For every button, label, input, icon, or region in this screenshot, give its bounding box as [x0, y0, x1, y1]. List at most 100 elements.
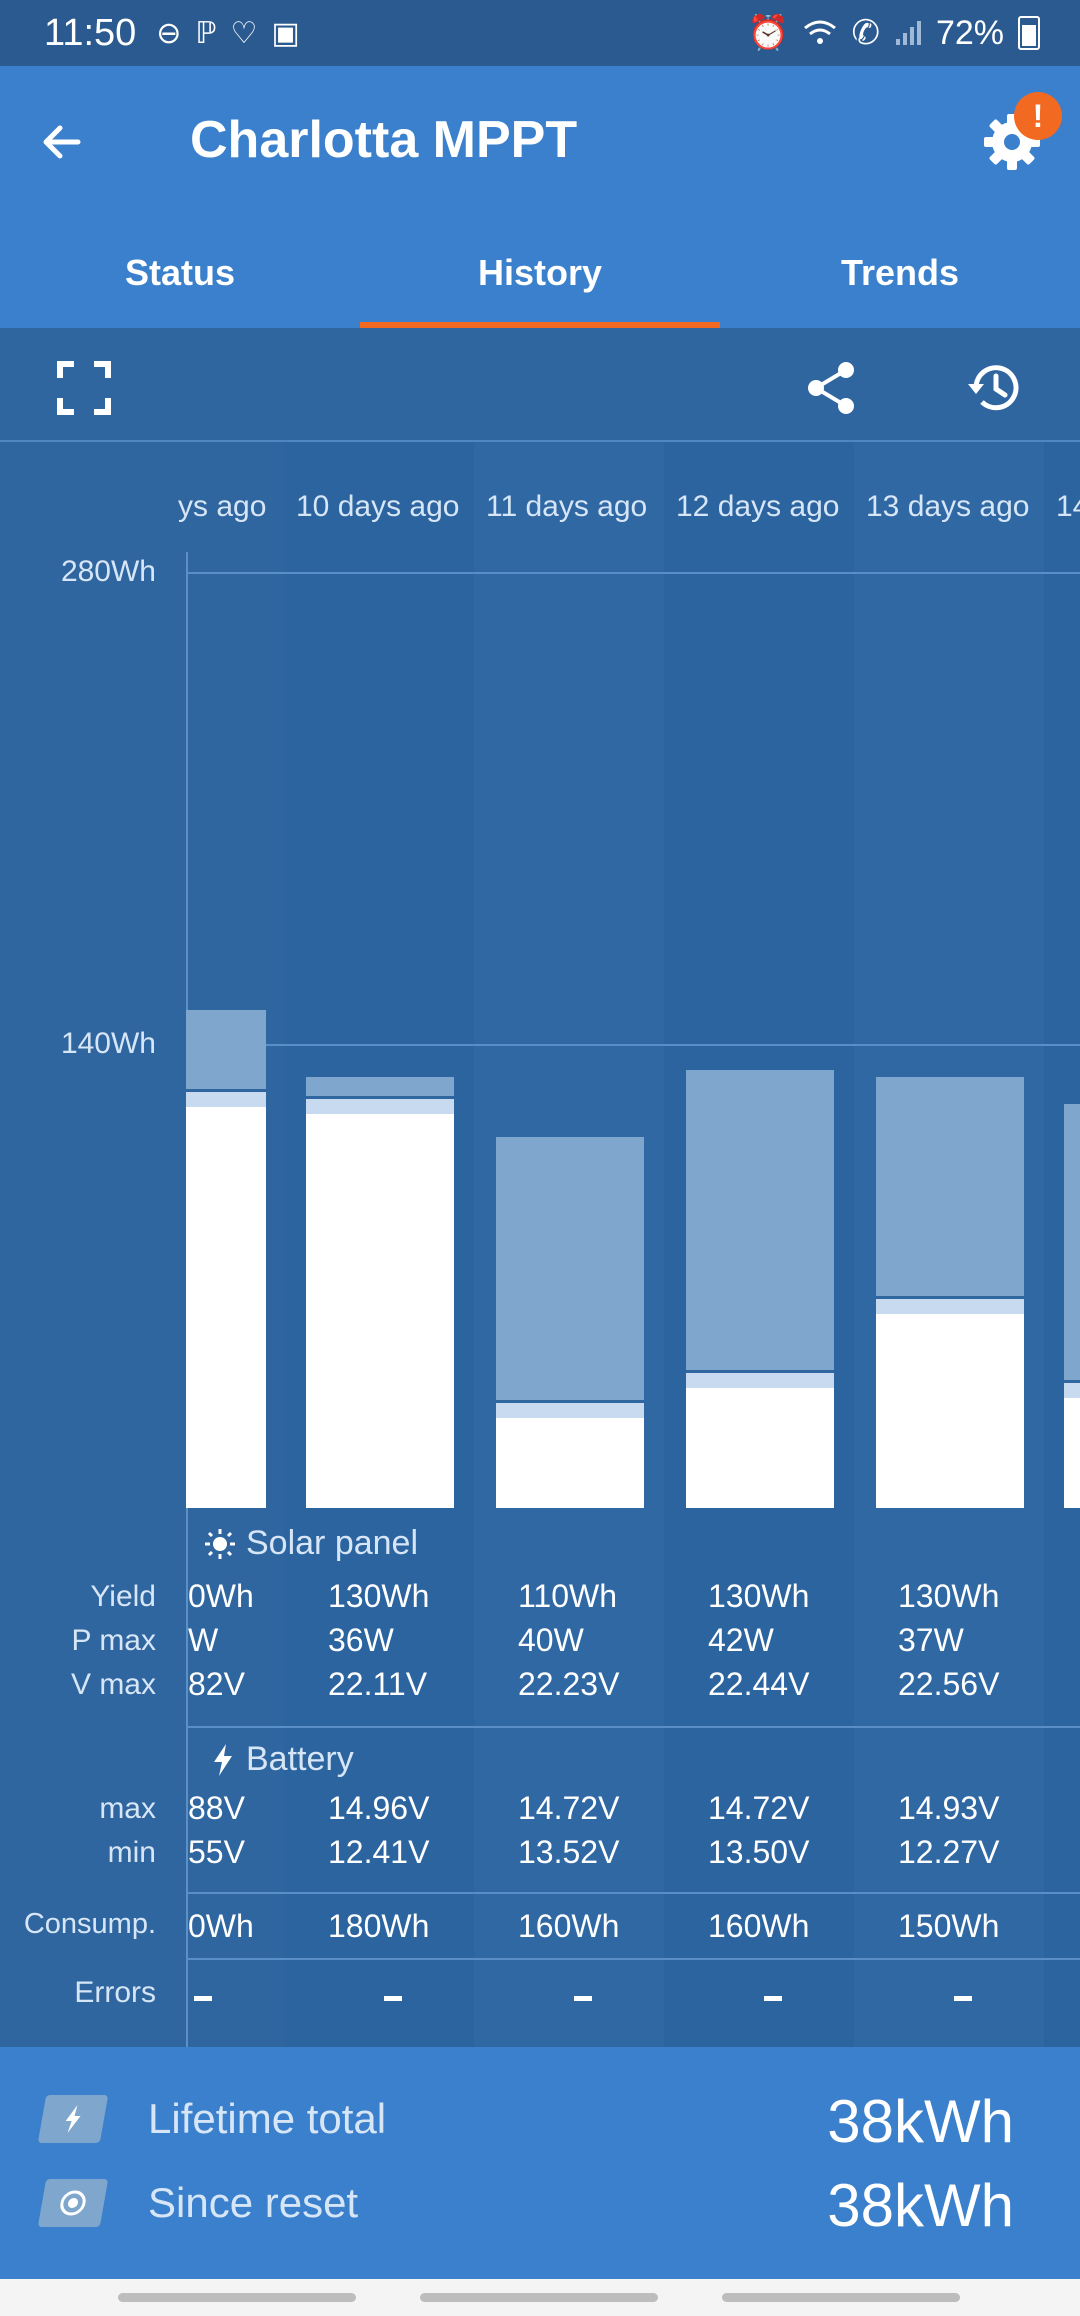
wifi-calling-icon: ✆ — [851, 14, 880, 52]
cell-consumption: 0Wh — [188, 1908, 254, 1944]
bar-segment-divider — [876, 1296, 1024, 1315]
do-not-disturb-icon: ⊖ — [156, 16, 182, 50]
bar-segment-lower — [1064, 1397, 1080, 1508]
history-chart[interactable]: 280Wh 140Wh ys ago 10 days ago 11 days a… — [0, 442, 1080, 2047]
cell-battery-min: 55V — [188, 1834, 245, 1870]
lifetime-icon — [37, 2095, 109, 2143]
cell-yield: 130Wh — [708, 1578, 810, 1614]
row-label-battery-max: max — [99, 1792, 156, 1825]
nav-pill[interactable] — [420, 2293, 658, 2302]
cell-pmax: 42W — [708, 1622, 774, 1658]
battery-icon — [1018, 16, 1040, 50]
gallery-icon: ▣ — [271, 16, 300, 50]
fullscreen-icon — [57, 361, 111, 415]
column-label: 14 — [1056, 490, 1080, 523]
cell-yield: 130Wh — [328, 1578, 430, 1614]
nav-pill[interactable] — [722, 2293, 960, 2302]
tab-trends[interactable]: Trends — [840, 252, 960, 293]
section-divider — [186, 1726, 1080, 1728]
bar-segment-upper — [876, 1076, 1024, 1315]
bar-segment-divider — [1064, 1379, 1080, 1398]
y-tick-label: 280Wh — [60, 555, 156, 588]
since-reset-icon — [37, 2179, 109, 2227]
target-icon — [60, 2190, 86, 2216]
lightning-icon — [214, 1743, 232, 1776]
row-label-pmax: P max — [71, 1624, 156, 1657]
cell-consumption: 150Wh — [898, 1908, 1000, 1944]
bar-segment-upper — [1064, 1103, 1080, 1398]
back-button[interactable] — [30, 110, 94, 174]
cell-yield: 130Wh — [898, 1578, 1000, 1614]
cell-battery-min: 13.50V — [708, 1834, 810, 1870]
history-reset-icon — [968, 365, 1019, 411]
fullscreen-button[interactable] — [54, 358, 114, 418]
heart-app-icon: ♡ — [230, 16, 258, 50]
solar-panel-title: Solar panel — [246, 1524, 419, 1562]
battery-percent: 72% — [935, 13, 1004, 52]
cell-battery-min: 12.41V — [328, 1834, 430, 1870]
column-label: 13 days ago — [866, 490, 1030, 523]
row-label-consumption: Consump. — [23, 1908, 156, 1940]
lifetime-total-value: 38kWh — [827, 2088, 1014, 2155]
totals-footer: Lifetime total 38kWh Since reset 38kWh — [0, 2047, 1080, 2279]
cell-battery-max: 14.72V — [708, 1790, 810, 1826]
cell-battery-min: 12.27V — [898, 1834, 1000, 1870]
tab-status[interactable]: Status — [124, 252, 236, 293]
sun-icon — [205, 1528, 235, 1559]
error-dash — [574, 1996, 592, 2001]
share-button[interactable] — [802, 358, 862, 418]
row-label-battery-min: min — [107, 1836, 156, 1869]
cell-vmax: 22.44V — [708, 1666, 810, 1702]
tab-bar: Status History Trends — [0, 218, 1080, 328]
signal-icon — [895, 21, 921, 45]
cell-battery-max: 14.72V — [518, 1790, 620, 1826]
gridline-280 — [186, 572, 1080, 574]
chart-toolbar — [0, 328, 1080, 442]
error-dash — [764, 1996, 782, 2001]
bar-segment-divider — [306, 1095, 454, 1114]
solar-panel-heading: Solar panel — [204, 1524, 418, 1563]
tab-history[interactable]: History — [360, 218, 720, 328]
nav-pill[interactable] — [118, 2293, 356, 2302]
lifetime-total-label: Lifetime total — [148, 2095, 387, 2142]
bar-segment-divider — [686, 1369, 834, 1388]
cell-consumption: 160Wh — [518, 1908, 620, 1944]
alert-badge[interactable]: ! — [1014, 92, 1062, 140]
cell-consumption: 180Wh — [328, 1908, 430, 1944]
cell-pmax: W — [188, 1622, 219, 1658]
alarm-icon: ⏰ — [747, 14, 790, 52]
bar-segment-lower — [186, 1106, 266, 1508]
error-dash — [384, 1996, 402, 2001]
column-label: 10 days ago — [296, 490, 460, 523]
row-label-yield: Yield — [90, 1580, 156, 1613]
cell-pmax: 36W — [328, 1622, 394, 1658]
error-dash — [954, 1996, 972, 2001]
battery-title: Battery — [246, 1740, 354, 1778]
section-divider — [186, 1892, 1080, 1894]
app-bar: Charlotta MPPT ! — [0, 66, 1080, 218]
history-reset-button[interactable] — [964, 358, 1024, 418]
share-icon — [808, 362, 854, 414]
gridline-140 — [186, 1044, 1080, 1046]
cell-vmax: 22.23V — [518, 1666, 620, 1702]
system-nav-bar — [0, 2279, 1080, 2316]
status-bar: 11:50 ⊖ ℙ ♡ ▣ ⏰ ✆ 72% — [0, 0, 1080, 66]
cell-battery-min: 13.52V — [518, 1834, 620, 1870]
cell-battery-max: 14.96V — [328, 1790, 430, 1826]
parking-icon: ℙ — [195, 16, 217, 50]
bar-segment-lower — [686, 1387, 834, 1508]
bar-segment-lower — [306, 1113, 454, 1508]
error-dash — [194, 1996, 212, 2001]
page-title: Charlotta MPPT — [190, 111, 578, 169]
y-tick-label: 140Wh — [60, 1027, 156, 1060]
bar-segment-upper — [496, 1136, 644, 1418]
bar-segment-upper — [686, 1070, 834, 1388]
cell-yield: 0Wh — [188, 1578, 254, 1614]
row-label-vmax: V max — [70, 1668, 156, 1701]
bar-segment-lower — [876, 1314, 1024, 1508]
bar-segment-divider — [496, 1399, 644, 1418]
row-label-errors: Errors — [74, 1976, 156, 2009]
since-reset-value: 38kWh — [827, 2172, 1014, 2239]
cell-battery-max: 14.93V — [898, 1790, 1000, 1826]
lightning-icon — [65, 2105, 81, 2133]
